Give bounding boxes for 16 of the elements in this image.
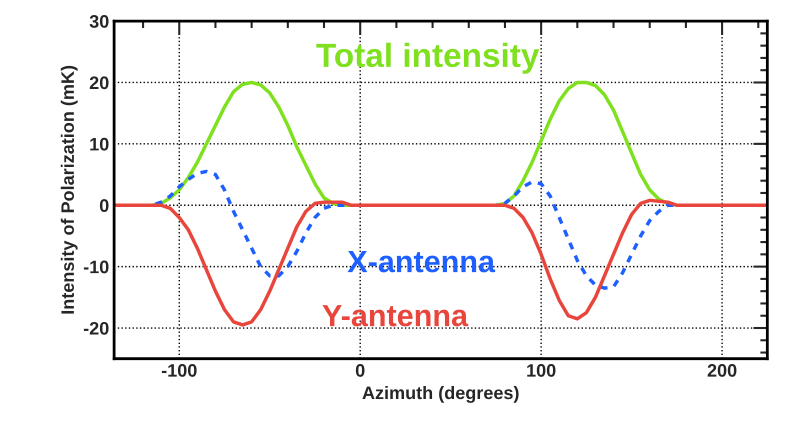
y-tick-label: -10 [84, 260, 109, 274]
x-tick-label: 0 [356, 364, 364, 377]
series-label: Total intensity [316, 42, 540, 74]
y-tick-label: 0 [100, 199, 109, 212]
x-tick-label: 100 [527, 364, 556, 377]
series-label: Y-antenna [322, 305, 468, 326]
y-axis-title: Intensity of Polarization (mK) [60, 66, 78, 314]
y-tick-label: 30 [90, 15, 109, 28]
line-series [114, 198, 768, 327]
y-tick-label: 10 [90, 138, 109, 151]
x-tick-label: -100 [162, 364, 197, 377]
y-tick-label: 20 [90, 76, 109, 90]
x-axis-title: Azimuth (degrees) [362, 386, 519, 403]
series-label: X-antenna [348, 251, 496, 272]
y-tick-label: -20 [84, 322, 109, 335]
x-tick-label: 200 [708, 364, 736, 377]
